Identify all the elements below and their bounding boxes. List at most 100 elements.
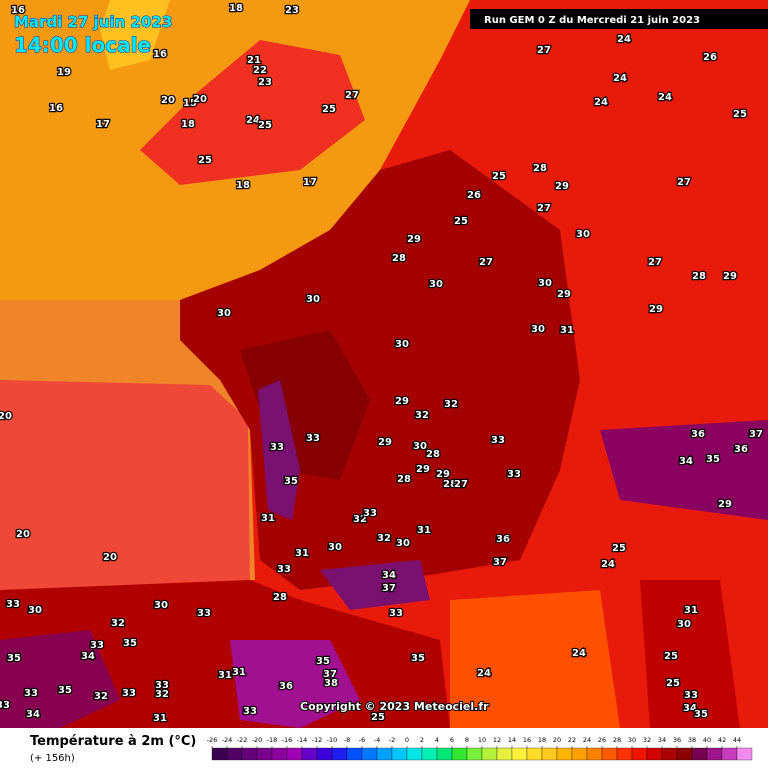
legend-swatch <box>721 747 738 761</box>
temperature-label: 29 <box>718 499 732 510</box>
legend-swatch <box>706 747 723 761</box>
legend-swatch <box>481 747 498 761</box>
legend-tick-label: 10 <box>478 736 486 744</box>
legend-tick-label: 12 <box>493 736 501 744</box>
legend-swatch <box>601 747 618 761</box>
temperature-label: 26 <box>467 190 481 201</box>
legend-swatch <box>361 747 378 761</box>
temperature-label: 20 <box>193 94 207 105</box>
legend-swatch <box>661 747 678 761</box>
temperature-label: 25 <box>492 171 506 182</box>
run-bar <box>470 9 768 29</box>
temperature-label: 35 <box>694 709 708 720</box>
legend-swatch <box>511 747 528 761</box>
legend-tick-label: 0 <box>405 736 409 744</box>
temperature-label: 28 <box>443 479 457 490</box>
legend-tick-label: -22 <box>237 736 248 744</box>
temperature-label: 20 <box>0 411 12 422</box>
temperature-label: 34 <box>382 570 396 581</box>
temperature-label: 33 <box>306 433 320 444</box>
temperature-label: 27 <box>454 479 468 490</box>
temperature-label: 28 <box>273 592 287 603</box>
legend-tick-label: 14 <box>508 736 516 744</box>
temperature-label: 30 <box>154 600 168 611</box>
legend-swatch <box>211 747 228 761</box>
legend-swatch <box>736 747 753 761</box>
temperature-label: 35 <box>123 638 137 649</box>
legend-tick-label: 8 <box>465 736 469 744</box>
temperature-label: 20 <box>103 552 117 563</box>
temperature-label: 33 <box>197 608 211 619</box>
temperature-label: 30 <box>429 279 443 290</box>
legend-tick-label: -18 <box>267 736 278 744</box>
temperature-label: 32 <box>111 618 125 629</box>
temperature-label: 29 <box>378 437 392 448</box>
temperature-label: 33 <box>24 688 38 699</box>
legend-tick-label: 24 <box>583 736 591 744</box>
temperature-label: 24 <box>572 648 586 659</box>
legend-swatch <box>376 747 393 761</box>
temperature-label: 29 <box>555 181 569 192</box>
legend-tick-label: 16 <box>523 736 531 744</box>
temperature-label: 27 <box>677 177 691 188</box>
temperature-label: 28 <box>692 271 706 282</box>
temperature-label: 34 <box>26 709 40 720</box>
temperature-label: 33 <box>155 680 169 691</box>
run-info: Run GEM 0 Z du Mercredi 21 juin 2023 <box>484 15 700 26</box>
legend-swatch <box>526 747 543 761</box>
legend-swatch <box>316 747 333 761</box>
legend-tick-label: 36 <box>673 736 681 744</box>
temperature-label: 31 <box>417 525 431 536</box>
legend-tick-label: 2 <box>420 736 424 744</box>
legend-swatch <box>556 747 573 761</box>
temperature-label: 32 <box>444 399 458 410</box>
temperature-label: 25 <box>733 109 747 120</box>
temperature-label: 24 <box>246 115 260 126</box>
temperature-label: 20 <box>16 529 30 540</box>
legend-swatch <box>406 747 423 761</box>
map-background <box>0 0 768 728</box>
legend-tick-label: 20 <box>553 736 561 744</box>
temperature-label: 32 <box>155 689 169 700</box>
legend-swatch <box>301 747 318 761</box>
temperature-label: 28 <box>397 474 411 485</box>
legend-swatch <box>616 747 633 761</box>
temperature-label: 33 <box>270 442 284 453</box>
legend-tick-label: -12 <box>312 736 323 744</box>
temperature-label: 33 <box>243 706 257 717</box>
temperature-label: 30 <box>217 308 231 319</box>
temperature-label: 31 <box>295 548 309 559</box>
temperature-label: 17 <box>96 119 110 130</box>
temperature-label: 31 <box>218 670 232 681</box>
temperature-label: 35 <box>411 653 425 664</box>
legend-tick-label: 32 <box>643 736 651 744</box>
legend-swatch <box>571 747 588 761</box>
temperature-label: 31 <box>232 667 246 678</box>
legend-subtitle: (+ 156h) <box>30 753 75 764</box>
legend-tick-label: -6 <box>359 736 365 744</box>
temperature-label: 29 <box>395 396 409 407</box>
temperature-label: 27 <box>537 45 551 56</box>
temperature-label: 30 <box>538 278 552 289</box>
legend-swatch <box>331 747 348 761</box>
temperature-label: 16 <box>153 49 167 60</box>
temperature-label: 29 <box>557 289 571 300</box>
legend-swatch <box>466 747 483 761</box>
temperature-label: 33 <box>389 608 403 619</box>
legend-tick-label: 44 <box>733 736 741 744</box>
temperature-label: 30 <box>576 229 590 240</box>
legend-swatch <box>451 747 468 761</box>
legend-title: Température à 2m (°C) <box>30 734 196 749</box>
temperature-label: 20 <box>161 95 175 106</box>
temperature-label: 34 <box>683 703 697 714</box>
legend-tick-label: -8 <box>344 736 350 744</box>
legend-tick-label: 42 <box>718 736 726 744</box>
temperature-label: 32 <box>415 410 429 421</box>
temperature-label: 38 <box>324 678 338 689</box>
legend-tick-label: 34 <box>658 736 666 744</box>
colorbar: -26 -24 -22 -20 -18 -16 -14 -12 -10 -8 -6 -4 -2 0 2 4 6 8… <box>207 736 753 761</box>
temperature-label: 37 <box>493 557 507 568</box>
temperature-label: 29 <box>407 234 421 245</box>
temperature-label: 27 <box>479 257 493 268</box>
temperature-label: 27 <box>648 257 662 268</box>
